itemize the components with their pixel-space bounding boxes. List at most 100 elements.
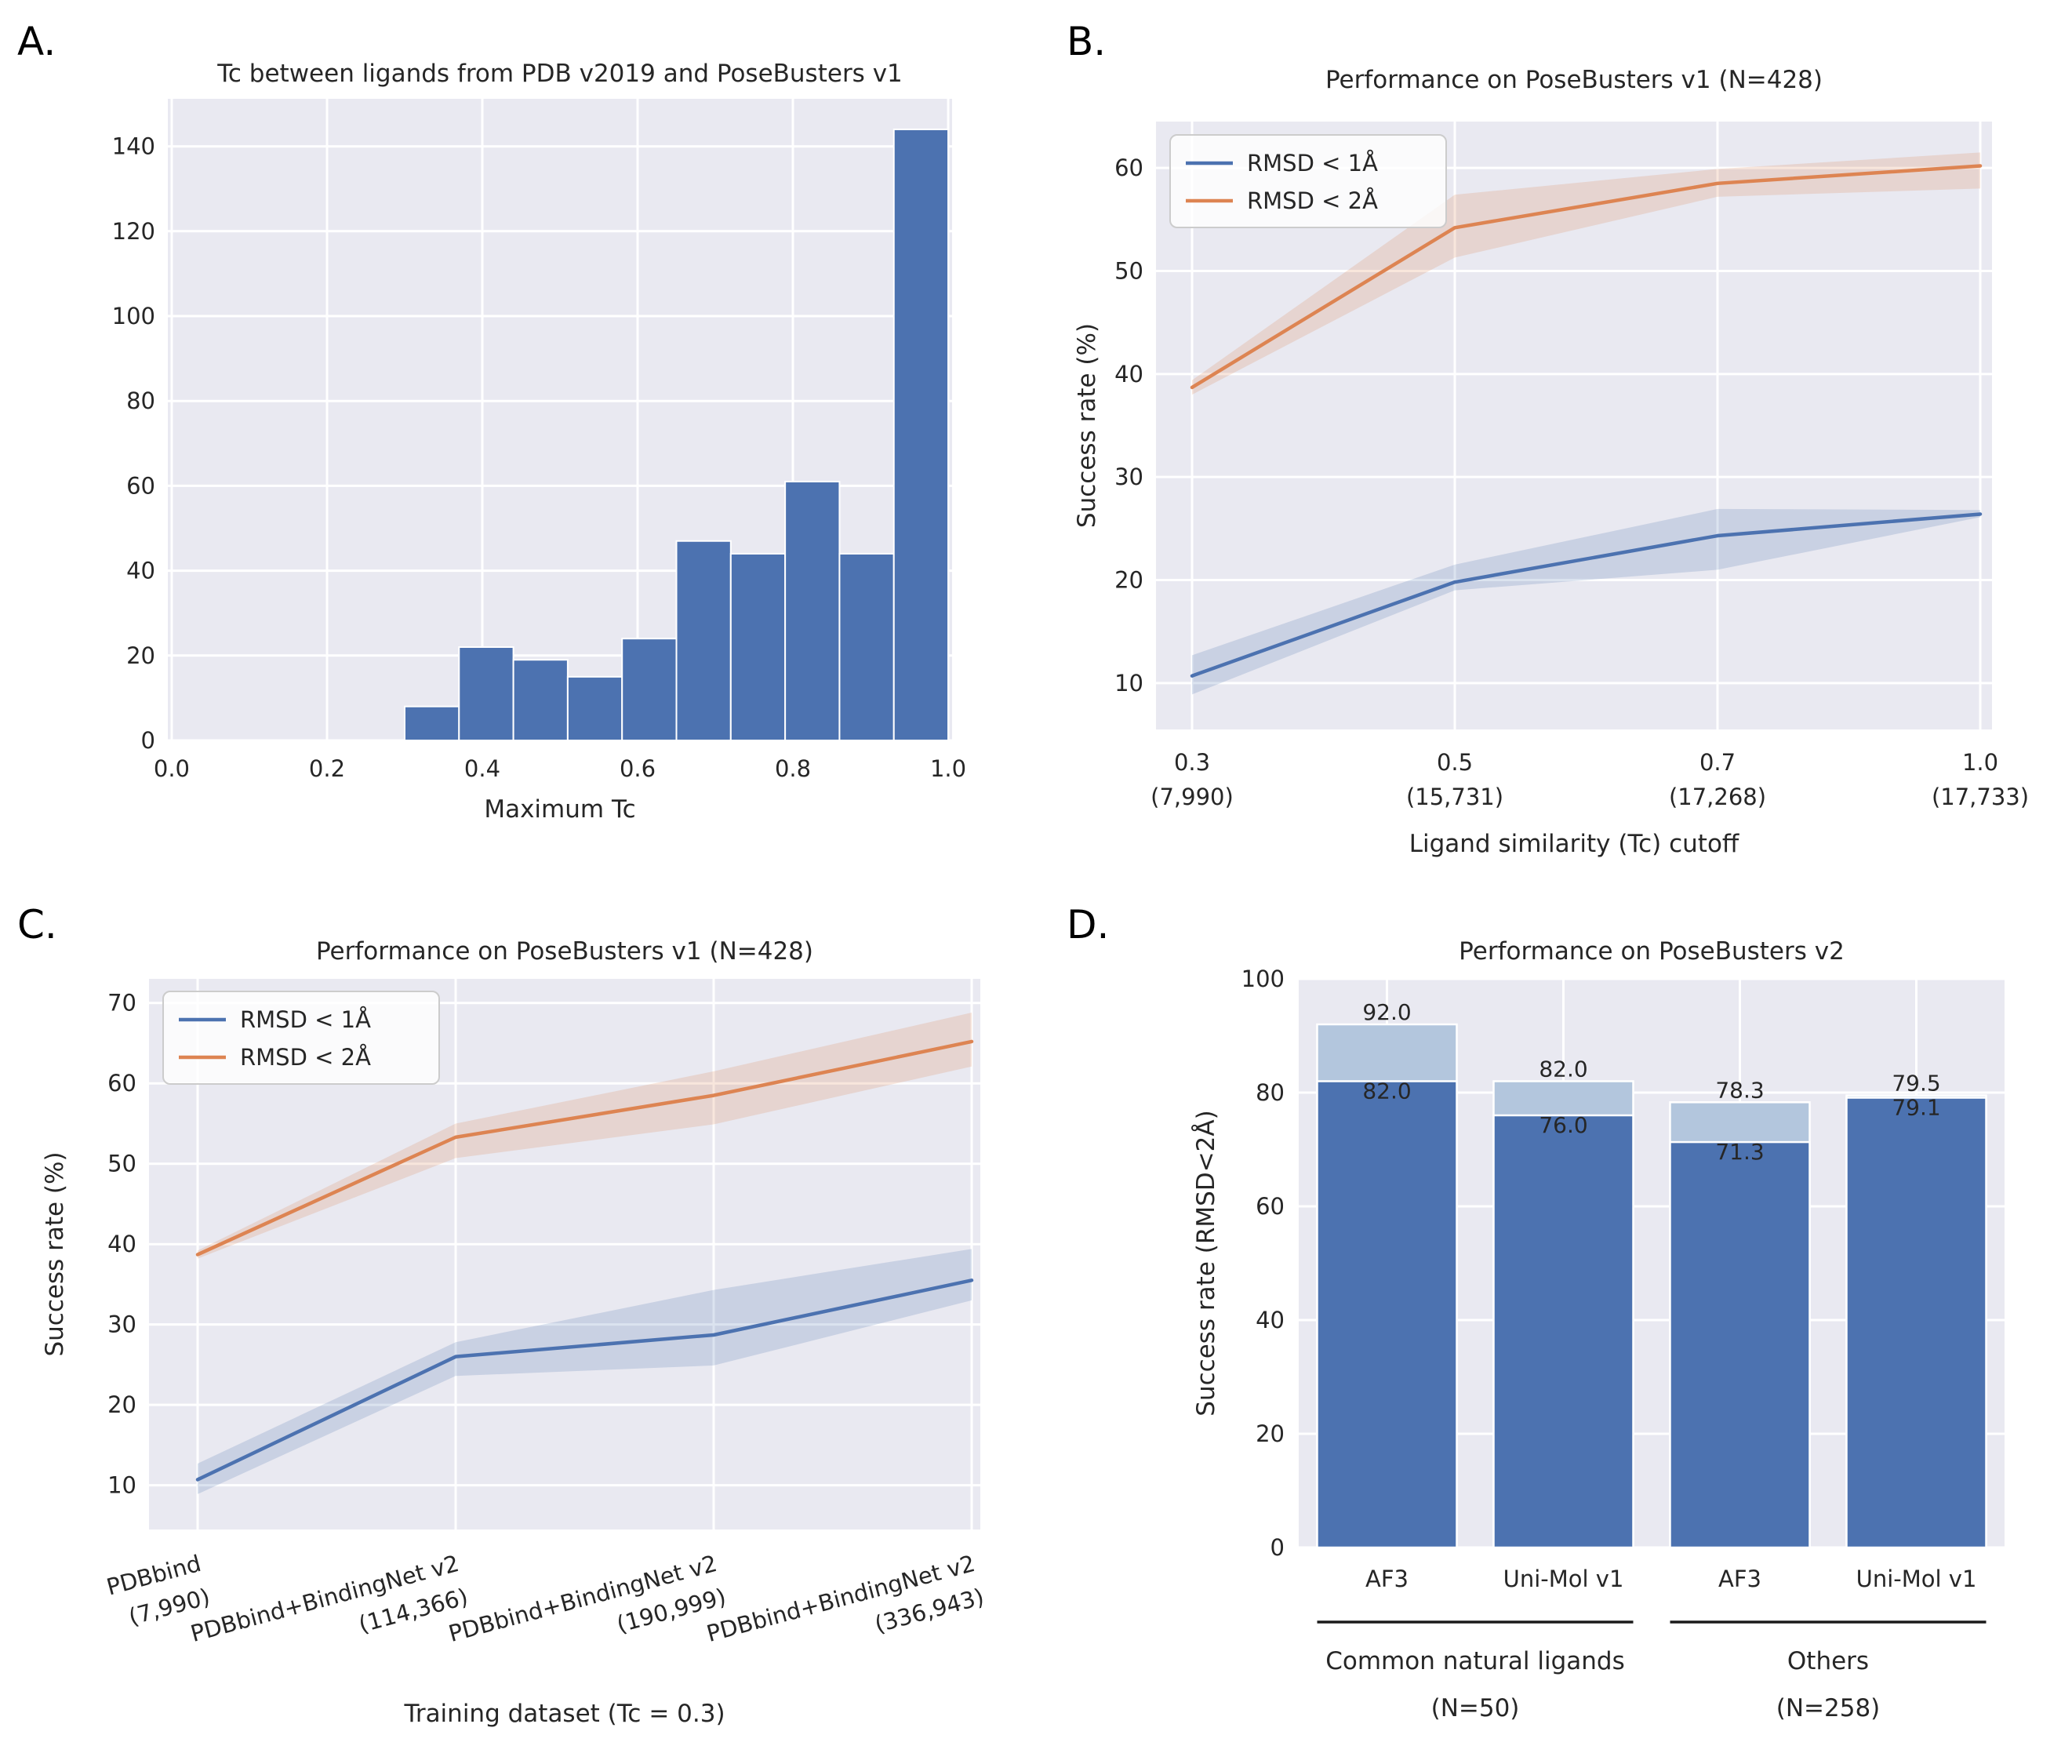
series-line [1190,164,1983,390]
y-axis-label: Success rate (%) [41,1151,69,1356]
histogram-bar [566,675,623,741]
group-sublabel: (N=258) [1776,1694,1881,1722]
x-tick-sublabel: (7,990) [1151,784,1234,810]
bar-value-label: 82.0 [1539,1057,1587,1082]
y-tick-label: 0 [1270,1534,1285,1561]
y-tick-label: 40 [126,558,155,584]
series-line [195,1039,974,1257]
bar-value-label: 79.5 [1892,1071,1940,1097]
panel-label-b: B. [1067,19,1107,64]
y-tick-label: 40 [107,1231,136,1257]
panel-c: 10203040506070PDBbind(7,990)PDBbind+Bind… [41,937,987,1728]
y-tick-label: 140 [112,133,155,160]
y-tick-label: 120 [112,218,155,245]
histogram-bar [512,659,569,741]
legend-label: RMSD < 2Å [1247,187,1378,214]
panel-label-a: A. [17,19,56,64]
bar-value-label: 82.0 [1362,1078,1411,1104]
y-tick-label: 70 [107,990,136,1017]
group-label: Common natural ligands [1325,1647,1625,1675]
y-tick-label: 100 [1241,966,1285,992]
x-tick-label: PDBbind+BindingNet v2(114,366) [187,1550,471,1681]
confidence-band [1192,508,1980,695]
panel-label-d: D. [1067,902,1110,947]
y-tick-label: 60 [1256,1193,1285,1220]
x-tick-sublabel: (15,731) [1406,784,1503,810]
histogram-bar [621,638,678,742]
x-axis-label: Ligand similarity (Tc) cutoff [1409,830,1739,858]
x-tick-label: AF3 [1365,1566,1409,1592]
y-tick-label: 10 [1114,670,1143,697]
histogram-bar [675,540,732,742]
x-tick-label: 1.0 [930,755,966,782]
bar-foreground [1316,1080,1458,1549]
y-tick-label: 50 [107,1151,136,1177]
histogram-bar [838,552,895,741]
chart-title: Performance on PoseBusters v2 [1459,937,1845,966]
panel-label-c: C. [17,902,57,947]
y-tick-label: 0 [141,727,155,754]
y-tick-label: 10 [107,1472,136,1499]
y-tick-label: 20 [126,642,155,669]
y-tick-label: 20 [1256,1420,1285,1447]
legend-box [162,991,440,1085]
x-tick-label: 0.6 [620,755,656,782]
legend: RMSD < 1Å RMSD < 2Å [1169,134,1447,228]
y-tick-label: 40 [1114,361,1143,387]
y-tick-label: 40 [1256,1307,1285,1333]
group-label: Others [1787,1647,1869,1675]
legend-label: RMSD < 1Å [240,1006,371,1033]
bar-value-label: 79.1 [1892,1095,1940,1121]
panel-d: 92.0 82.0 82.0 76.0 78.3 71.3 79.579.1 0 20 40 60 8… [1192,937,2005,1722]
x-tick-label: Uni-Mol v1 [1503,1566,1624,1592]
y-tick-label: 80 [126,387,155,414]
panel-b: 10 20 30 40 50 60 0.3 (7,990) 0.5 (15,731) 0.7 (17,… [1073,66,2029,858]
group-sublabel: (N=50) [1431,1694,1520,1722]
chart-title: Performance on PoseBusters v1 (N=428) [1325,66,1823,94]
y-tick-label: 30 [1114,464,1143,490]
chart-title: Performance on PoseBusters v1 (N=428) [316,937,813,966]
histogram-bar [458,646,514,741]
y-axis-label: Success rate (RMSD<2Å) [1192,1110,1220,1416]
y-tick-label: 60 [107,1070,136,1097]
histogram-bar [784,480,841,741]
x-tick-sublabel: (17,268) [1669,784,1766,810]
x-tick-label: Uni-Mol v1 [1856,1566,1977,1592]
x-tick-label: 0.2 [309,755,345,782]
x-tick-sublabel: (17,733) [1932,784,2029,810]
legend: RMSD < 1Å RMSD < 2Å [162,991,440,1085]
x-tick-label: 0.3 [1174,749,1210,776]
histogram-bar [403,705,460,742]
x-tick-label: 0.4 [464,755,500,782]
panel-a: 0 20 40 60 80 100 120 140 0.0 0.2 0.4 0.6 0.8 1.0 Tc b… [112,60,966,824]
y-tick-label: 20 [1114,567,1143,594]
x-tick-label: 0.7 [1699,749,1736,776]
bar-value-label: 76.0 [1539,1112,1587,1138]
y-tick-label: 30 [107,1311,136,1338]
x-tick-label: 0.8 [775,755,811,782]
x-tick-label: 0.5 [1437,749,1473,776]
bar-foreground [1845,1097,1987,1549]
y-tick-label: 20 [107,1391,136,1418]
x-tick-label: AF3 [1718,1566,1761,1592]
legend-label: RMSD < 1Å [1247,150,1378,176]
histogram-bar [729,552,787,741]
y-tick-label: 60 [126,472,155,499]
y-tick-label: 50 [1114,257,1143,284]
y-axis-label: Success rate (%) [1073,323,1101,528]
legend-box [1169,134,1447,228]
series-line [195,1278,974,1482]
y-tick-label: 100 [112,303,155,329]
series-line [1190,512,1983,678]
bar-value-label: 78.3 [1715,1077,1764,1103]
confidence-band [198,1013,972,1259]
bar-value-label: 71.3 [1715,1139,1764,1165]
x-tick-label: 0.0 [154,755,190,782]
bar-foreground [1669,1140,1811,1549]
x-tick-label: PDBbind+BindingNet v2(190,999) [445,1550,729,1681]
chart-title: Tc between ligands from PDB v2019 and Po… [216,60,903,88]
bar-value-label: 92.0 [1362,999,1411,1025]
confidence-band [1192,152,1980,395]
